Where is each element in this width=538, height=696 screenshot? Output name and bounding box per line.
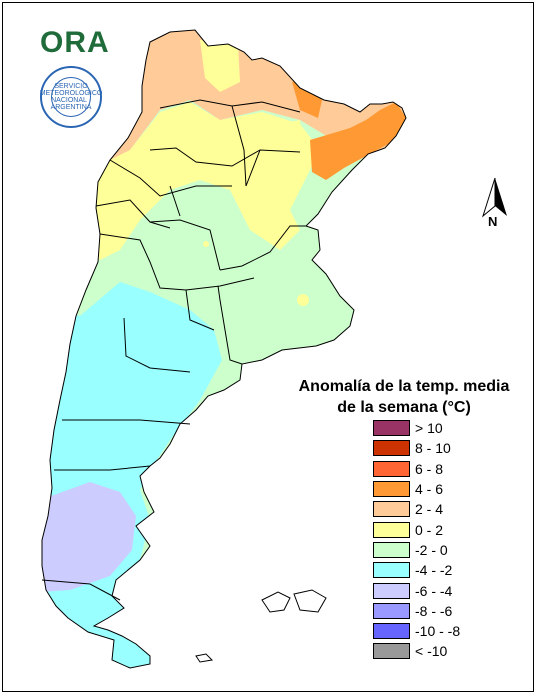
legend-row: 0 - 2 bbox=[373, 519, 513, 539]
legend-row: 8 - 10 bbox=[373, 438, 513, 458]
legend-label: 6 - 8 bbox=[415, 460, 444, 477]
legend-label: -6 - -4 bbox=[415, 582, 453, 599]
smn-seal: SERVICIO METEOROLÓGICO NACIONAL · ARGENT… bbox=[40, 66, 102, 128]
tierra-del-fuego-islet bbox=[195, 653, 214, 663]
legend-row: -6 - -4 bbox=[373, 580, 513, 600]
legend-row: 6 - 8 bbox=[373, 459, 513, 479]
ora-logo: ORA bbox=[40, 26, 110, 59]
legend-title-line1: Anomalía de la temp. media bbox=[298, 378, 510, 395]
legend-swatch bbox=[373, 643, 410, 660]
legend-swatch bbox=[373, 440, 410, 457]
legend-swatch bbox=[373, 521, 410, 538]
legend-label: 0 - 2 bbox=[415, 521, 444, 538]
legend-swatch bbox=[373, 501, 410, 518]
legend-swatch bbox=[373, 460, 410, 477]
legend-title: Anomalía de la temp. media de la semana … bbox=[288, 376, 520, 418]
legend-swatch bbox=[373, 481, 410, 498]
legend-swatch bbox=[373, 562, 410, 579]
legend-swatch bbox=[373, 623, 410, 640]
province-borders bbox=[41, 29, 407, 669]
malvinas-islands bbox=[261, 589, 327, 613]
north-arrow-icon bbox=[482, 177, 507, 218]
legend-label: 8 - 10 bbox=[415, 440, 451, 457]
legend-swatch bbox=[373, 602, 410, 619]
legend: > 10 8 - 10 6 - 8 4 - 6 2 - 4 0 - 2 -2 - 0 -4 -… bbox=[373, 418, 513, 662]
legend-label: > 10 bbox=[415, 420, 443, 437]
legend-row: -8 - -6 bbox=[373, 601, 513, 621]
legend-row: 2 - 4 bbox=[373, 499, 513, 519]
legend-row: -2 - 0 bbox=[373, 540, 513, 560]
legend-row: -4 - -2 bbox=[373, 560, 513, 580]
legend-row: -10 - -8 bbox=[373, 621, 513, 641]
legend-label: 2 - 4 bbox=[415, 501, 444, 518]
legend-label: -8 - -6 bbox=[415, 602, 453, 619]
legend-label: -2 - 0 bbox=[415, 541, 448, 558]
legend-title-line2: de la semana (°C) bbox=[337, 399, 471, 416]
legend-row: 4 - 6 bbox=[373, 479, 513, 499]
legend-swatch bbox=[373, 582, 410, 599]
seal-text: SERVICIO METEOROLÓGICO NACIONAL · ARGENT… bbox=[40, 77, 102, 117]
legend-label: < -10 bbox=[415, 643, 448, 660]
legend-row: > 10 bbox=[373, 418, 513, 438]
legend-label: -4 - -2 bbox=[415, 562, 453, 579]
legend-swatch bbox=[373, 420, 410, 437]
legend-row: < -10 bbox=[373, 641, 513, 661]
north-label: N bbox=[488, 214, 498, 229]
legend-swatch bbox=[373, 541, 410, 558]
legend-label: 4 - 6 bbox=[415, 481, 444, 498]
legend-label: -10 - -8 bbox=[415, 623, 461, 640]
